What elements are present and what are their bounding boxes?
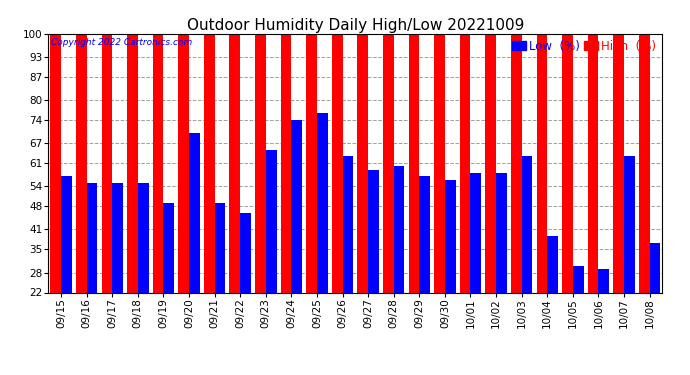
Bar: [189, 133, 200, 292]
Bar: [332, 34, 342, 292]
Bar: [240, 213, 251, 292]
Bar: [420, 176, 430, 292]
Bar: [215, 203, 226, 292]
Bar: [76, 34, 87, 292]
Bar: [127, 34, 138, 292]
Bar: [496, 173, 507, 292]
Bar: [368, 170, 379, 292]
Bar: [485, 34, 496, 292]
Bar: [281, 34, 291, 292]
Bar: [317, 113, 328, 292]
Bar: [598, 269, 609, 292]
Bar: [408, 34, 420, 292]
Bar: [138, 183, 148, 292]
Bar: [357, 34, 368, 292]
Bar: [204, 34, 215, 292]
Bar: [522, 156, 533, 292]
Bar: [50, 34, 61, 292]
Bar: [152, 34, 164, 292]
Bar: [471, 173, 481, 292]
Bar: [291, 120, 302, 292]
Title: Outdoor Humidity Daily High/Low 20221009: Outdoor Humidity Daily High/Low 20221009: [187, 18, 524, 33]
Bar: [394, 166, 404, 292]
Bar: [547, 236, 558, 292]
Bar: [562, 34, 573, 292]
Bar: [230, 34, 240, 292]
Bar: [178, 34, 189, 292]
Bar: [588, 34, 598, 292]
Bar: [164, 203, 174, 292]
Bar: [383, 34, 394, 292]
Bar: [112, 183, 123, 292]
Text: Copyright 2022 Cartronics.com: Copyright 2022 Cartronics.com: [51, 38, 193, 46]
Bar: [537, 34, 547, 292]
Bar: [342, 156, 353, 292]
Bar: [573, 266, 584, 292]
Bar: [434, 34, 445, 292]
Bar: [649, 243, 660, 292]
Bar: [613, 34, 624, 292]
Bar: [87, 183, 97, 292]
Bar: [511, 34, 522, 292]
Bar: [101, 34, 112, 292]
Bar: [61, 176, 72, 292]
Bar: [460, 34, 471, 292]
Bar: [445, 180, 455, 292]
Bar: [639, 34, 649, 292]
Bar: [624, 156, 635, 292]
Bar: [255, 34, 266, 292]
Bar: [306, 34, 317, 292]
Legend: Low  (%), High  (%): Low (%), High (%): [507, 35, 661, 57]
Bar: [266, 150, 277, 292]
